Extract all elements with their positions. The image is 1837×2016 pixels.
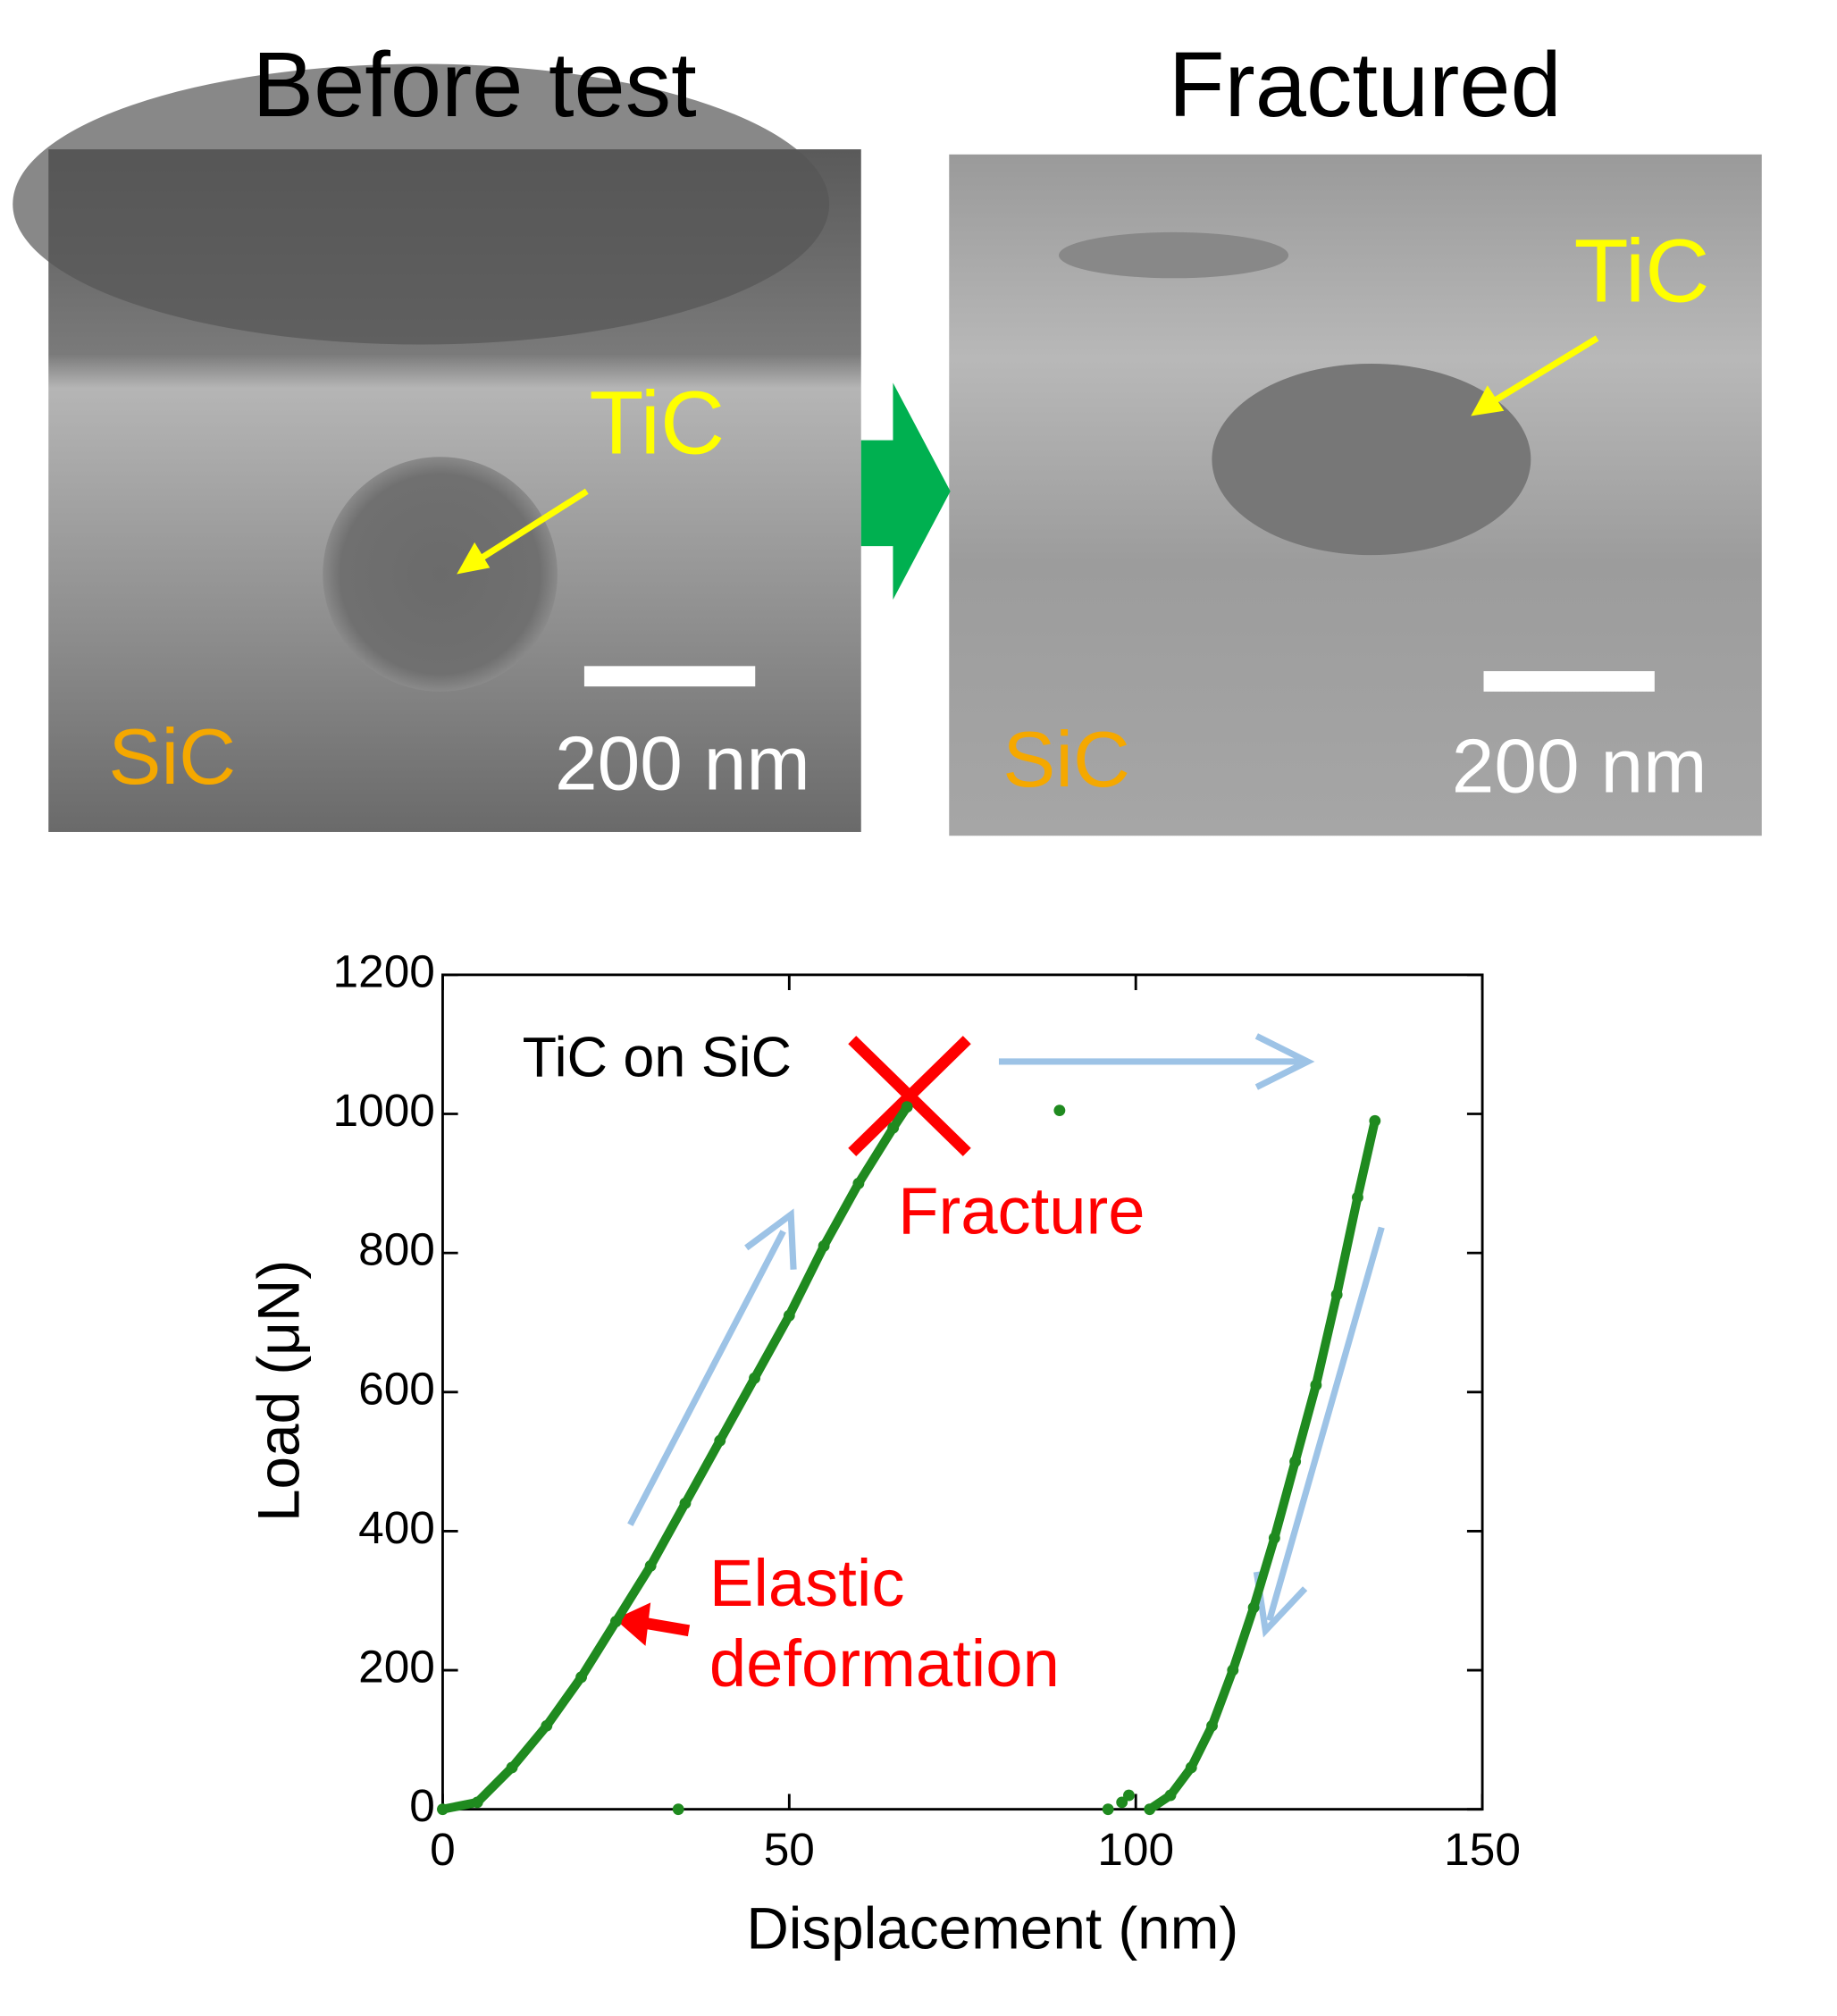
y-tick-label: 600 [358, 1362, 435, 1414]
x-tick-label: 100 [1097, 1823, 1174, 1875]
panel-title: Before test [253, 33, 697, 136]
particle [1212, 363, 1531, 556]
scale-bar [583, 666, 756, 687]
x-tick-label: 50 [764, 1823, 815, 1875]
arrow [860, 382, 951, 601]
data-line [1145, 1116, 1380, 1814]
data-point [1369, 1114, 1381, 1127]
particle-label: TiC [1574, 223, 1710, 322]
y-tick-label: 1000 [333, 1084, 435, 1136]
pointer [470, 488, 589, 567]
annotation: TiC on SiC [523, 1027, 792, 1089]
data-point [1268, 1532, 1280, 1544]
pointer-head [457, 542, 491, 575]
red-arrow-head [615, 1602, 651, 1646]
data-point [1144, 1803, 1156, 1816]
x-tick-label: 0 [430, 1823, 456, 1875]
x-axis-title: Displacement (nm) [746, 1895, 1238, 1961]
x-tick-label: 150 [1444, 1823, 1521, 1875]
data-point [644, 1559, 657, 1572]
tip-shadow [13, 63, 830, 345]
data-point [1123, 1789, 1135, 1802]
data-point [1247, 1601, 1260, 1614]
data-point [471, 1796, 483, 1809]
matrix-label: SiC [1002, 715, 1130, 803]
data-point [437, 1803, 449, 1816]
matrix-label: SiC [108, 712, 236, 801]
y-tick-label: 1200 [333, 945, 435, 996]
pointer [1484, 335, 1599, 409]
data-point [672, 1803, 684, 1816]
data-point [852, 1177, 865, 1189]
scale-label: 200 nm [555, 721, 810, 807]
y-tick-label: 0 [409, 1779, 435, 1831]
data-point [1053, 1105, 1066, 1117]
data-point [749, 1372, 760, 1384]
data-point [1185, 1761, 1197, 1774]
particle-label: TiC [589, 374, 725, 474]
annotation: deformation [709, 1626, 1060, 1701]
data-point [541, 1719, 553, 1732]
scale-bar [1483, 671, 1655, 692]
data-point [1227, 1664, 1239, 1676]
fracture-mark [848, 1036, 971, 1156]
red-arrow [642, 1617, 691, 1637]
ridge [1059, 231, 1289, 279]
data-point [1102, 1803, 1114, 1816]
data-point [1352, 1191, 1363, 1204]
data-point [1310, 1379, 1322, 1391]
y-tick-label: 400 [358, 1501, 435, 1553]
data-point [901, 1101, 913, 1113]
data-point [679, 1497, 692, 1509]
data-point [1116, 1796, 1128, 1809]
data-point [609, 1616, 622, 1627]
annotation: Fracture [898, 1173, 1145, 1247]
data-point [887, 1121, 900, 1134]
y-axis-title: Load (μN) [246, 1260, 311, 1522]
scale-label: 200 nm [1452, 723, 1707, 809]
data-point [1164, 1789, 1177, 1802]
data-point [1289, 1456, 1302, 1467]
y-tick-label: 800 [358, 1223, 435, 1275]
data-point [714, 1434, 726, 1447]
data-point [818, 1239, 830, 1252]
chart: Displacement (nm) Load (μN) TiC on SiC F… [246, 945, 1521, 1961]
data-point [1330, 1289, 1343, 1301]
data-line [438, 1102, 912, 1814]
data-point [575, 1671, 588, 1684]
particle [323, 457, 558, 692]
data-point [506, 1761, 518, 1774]
data-point [783, 1309, 795, 1322]
panel-title: Fractured [1169, 33, 1562, 136]
annotation: Elastic [709, 1546, 905, 1620]
data-point [1206, 1719, 1218, 1732]
y-tick-label: 200 [358, 1641, 435, 1693]
pointer-head [1471, 385, 1505, 416]
